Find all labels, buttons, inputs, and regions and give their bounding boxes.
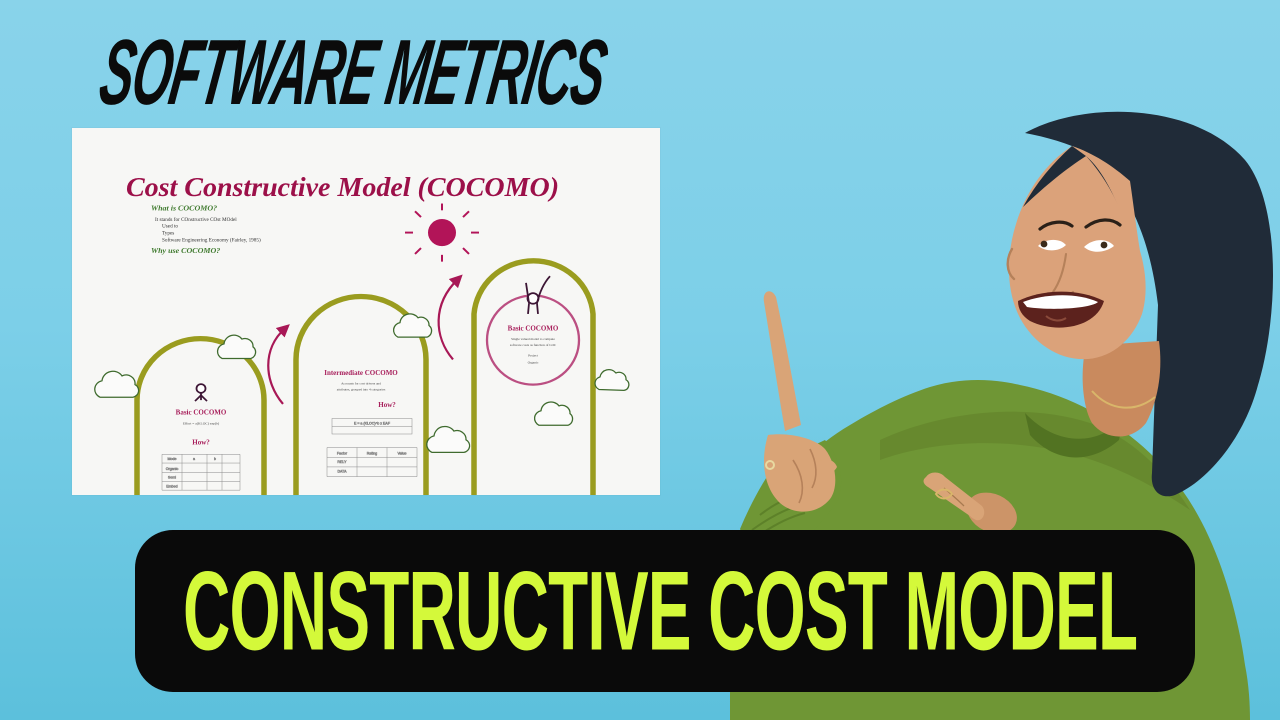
svg-text:b: b [214,457,216,461]
svg-text:Basic COCOMO: Basic COCOMO [508,325,559,332]
svg-text:Used to: Used to [162,224,178,230]
svg-text:It stands for COnstructive COs: It stands for COnstructive COst MOdel [155,216,237,223]
svg-text:Rating: Rating [367,451,377,455]
svg-text:Value: Value [398,451,407,455]
svg-text:Embed: Embed [166,484,177,488]
svg-text:Factor: Factor [337,451,348,455]
svg-text:Accounts for cost drivers and: Accounts for cost drivers and [341,382,381,386]
svg-text:E = a (KLOC)^b x EAF: E = a (KLOC)^b x EAF [354,421,391,425]
svg-text:Organic: Organic [528,360,539,364]
svg-text:Mode: Mode [168,457,177,461]
svg-text:Software Engineering Economy (: Software Engineering Economy (Fairley, 1… [162,236,261,243]
svg-text:Basic COCOMO: Basic COCOMO [176,410,227,417]
svg-text:What is COCOMO?: What is COCOMO? [151,203,217,212]
svg-text:software costs as function of: software costs as function of LOC [510,343,557,347]
svg-text:Project: Project [528,354,538,358]
svg-text:Single valued model to compute: Single valued model to compute [511,337,555,341]
svg-text:RELY: RELY [337,460,347,464]
svg-text:attributes, grouped into 4 cat: attributes, grouped into 4 categories [337,387,386,392]
svg-text:Semi: Semi [168,476,176,480]
svg-text:Organic: Organic [166,467,179,471]
svg-text:Why use COCOMO?: Why use COCOMO? [151,246,220,255]
svg-text:How?: How? [378,402,396,409]
svg-text:Effort = a(KLOC) exp(b): Effort = a(KLOC) exp(b) [183,421,220,425]
svg-text:a: a [193,457,195,461]
svg-text:Cost Constructive Model (COCOM: Cost Constructive Model (COCOMO) [126,171,559,201]
svg-text:Types: Types [162,231,174,237]
svg-text:DATA: DATA [337,470,347,474]
svg-text:Intermediate COCOMO: Intermediate COCOMO [324,370,398,377]
svg-text:How?: How? [192,440,210,447]
